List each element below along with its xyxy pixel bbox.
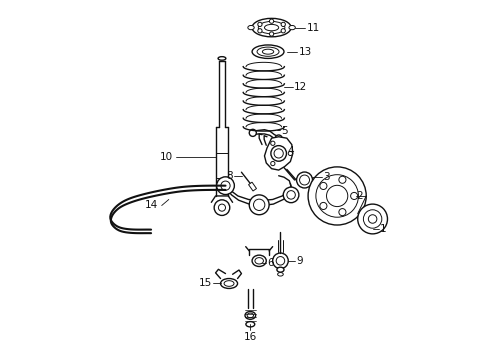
Circle shape xyxy=(364,210,382,228)
Circle shape xyxy=(249,129,256,136)
Text: 8: 8 xyxy=(226,171,233,181)
Circle shape xyxy=(281,22,285,27)
Ellipse shape xyxy=(296,172,313,188)
Text: 6: 6 xyxy=(267,258,273,268)
Ellipse shape xyxy=(252,45,284,58)
Text: 13: 13 xyxy=(298,47,312,57)
Ellipse shape xyxy=(255,258,264,264)
Ellipse shape xyxy=(258,21,285,34)
Ellipse shape xyxy=(246,321,255,327)
Text: 12: 12 xyxy=(294,82,307,92)
Circle shape xyxy=(270,141,275,145)
Circle shape xyxy=(339,208,346,216)
Ellipse shape xyxy=(257,47,279,56)
Circle shape xyxy=(287,191,295,199)
Ellipse shape xyxy=(224,281,234,286)
Text: 1: 1 xyxy=(380,224,386,234)
Ellipse shape xyxy=(252,255,266,266)
Circle shape xyxy=(281,29,285,33)
Circle shape xyxy=(214,200,230,215)
Circle shape xyxy=(217,177,234,194)
Ellipse shape xyxy=(299,175,310,185)
Text: 9: 9 xyxy=(296,256,303,266)
Ellipse shape xyxy=(247,313,253,318)
Circle shape xyxy=(258,22,262,27)
Ellipse shape xyxy=(277,267,284,272)
Circle shape xyxy=(368,215,377,223)
Circle shape xyxy=(258,29,262,33)
Circle shape xyxy=(270,32,274,36)
Circle shape xyxy=(271,145,287,161)
Text: 4: 4 xyxy=(288,146,294,156)
Ellipse shape xyxy=(220,279,238,288)
Circle shape xyxy=(316,175,358,217)
Circle shape xyxy=(351,192,358,199)
Ellipse shape xyxy=(262,49,274,54)
Bar xyxy=(248,182,256,191)
Circle shape xyxy=(270,19,274,23)
Circle shape xyxy=(326,185,348,207)
Text: 14: 14 xyxy=(145,200,158,210)
Text: 16: 16 xyxy=(244,332,257,342)
Circle shape xyxy=(275,135,282,142)
Circle shape xyxy=(270,161,275,166)
Circle shape xyxy=(276,257,285,265)
Ellipse shape xyxy=(218,57,226,60)
Circle shape xyxy=(272,253,288,269)
Circle shape xyxy=(358,204,388,234)
Ellipse shape xyxy=(265,24,279,31)
Circle shape xyxy=(219,204,225,211)
Circle shape xyxy=(339,176,346,183)
Circle shape xyxy=(253,199,265,211)
Text: 11: 11 xyxy=(306,23,319,33)
Ellipse shape xyxy=(252,18,291,37)
Circle shape xyxy=(288,151,293,156)
Circle shape xyxy=(308,167,366,225)
Ellipse shape xyxy=(278,273,283,276)
Text: 3: 3 xyxy=(323,172,330,182)
Ellipse shape xyxy=(248,26,254,30)
Circle shape xyxy=(274,149,283,158)
Ellipse shape xyxy=(289,26,295,30)
Ellipse shape xyxy=(245,311,256,319)
Text: 15: 15 xyxy=(199,279,212,288)
Circle shape xyxy=(249,195,269,215)
Circle shape xyxy=(320,183,327,189)
Circle shape xyxy=(283,187,299,203)
Text: 2: 2 xyxy=(356,191,363,201)
Polygon shape xyxy=(265,137,293,170)
Text: 10: 10 xyxy=(160,152,173,162)
Text: 5: 5 xyxy=(281,126,288,136)
Circle shape xyxy=(221,181,230,190)
Circle shape xyxy=(320,202,327,210)
